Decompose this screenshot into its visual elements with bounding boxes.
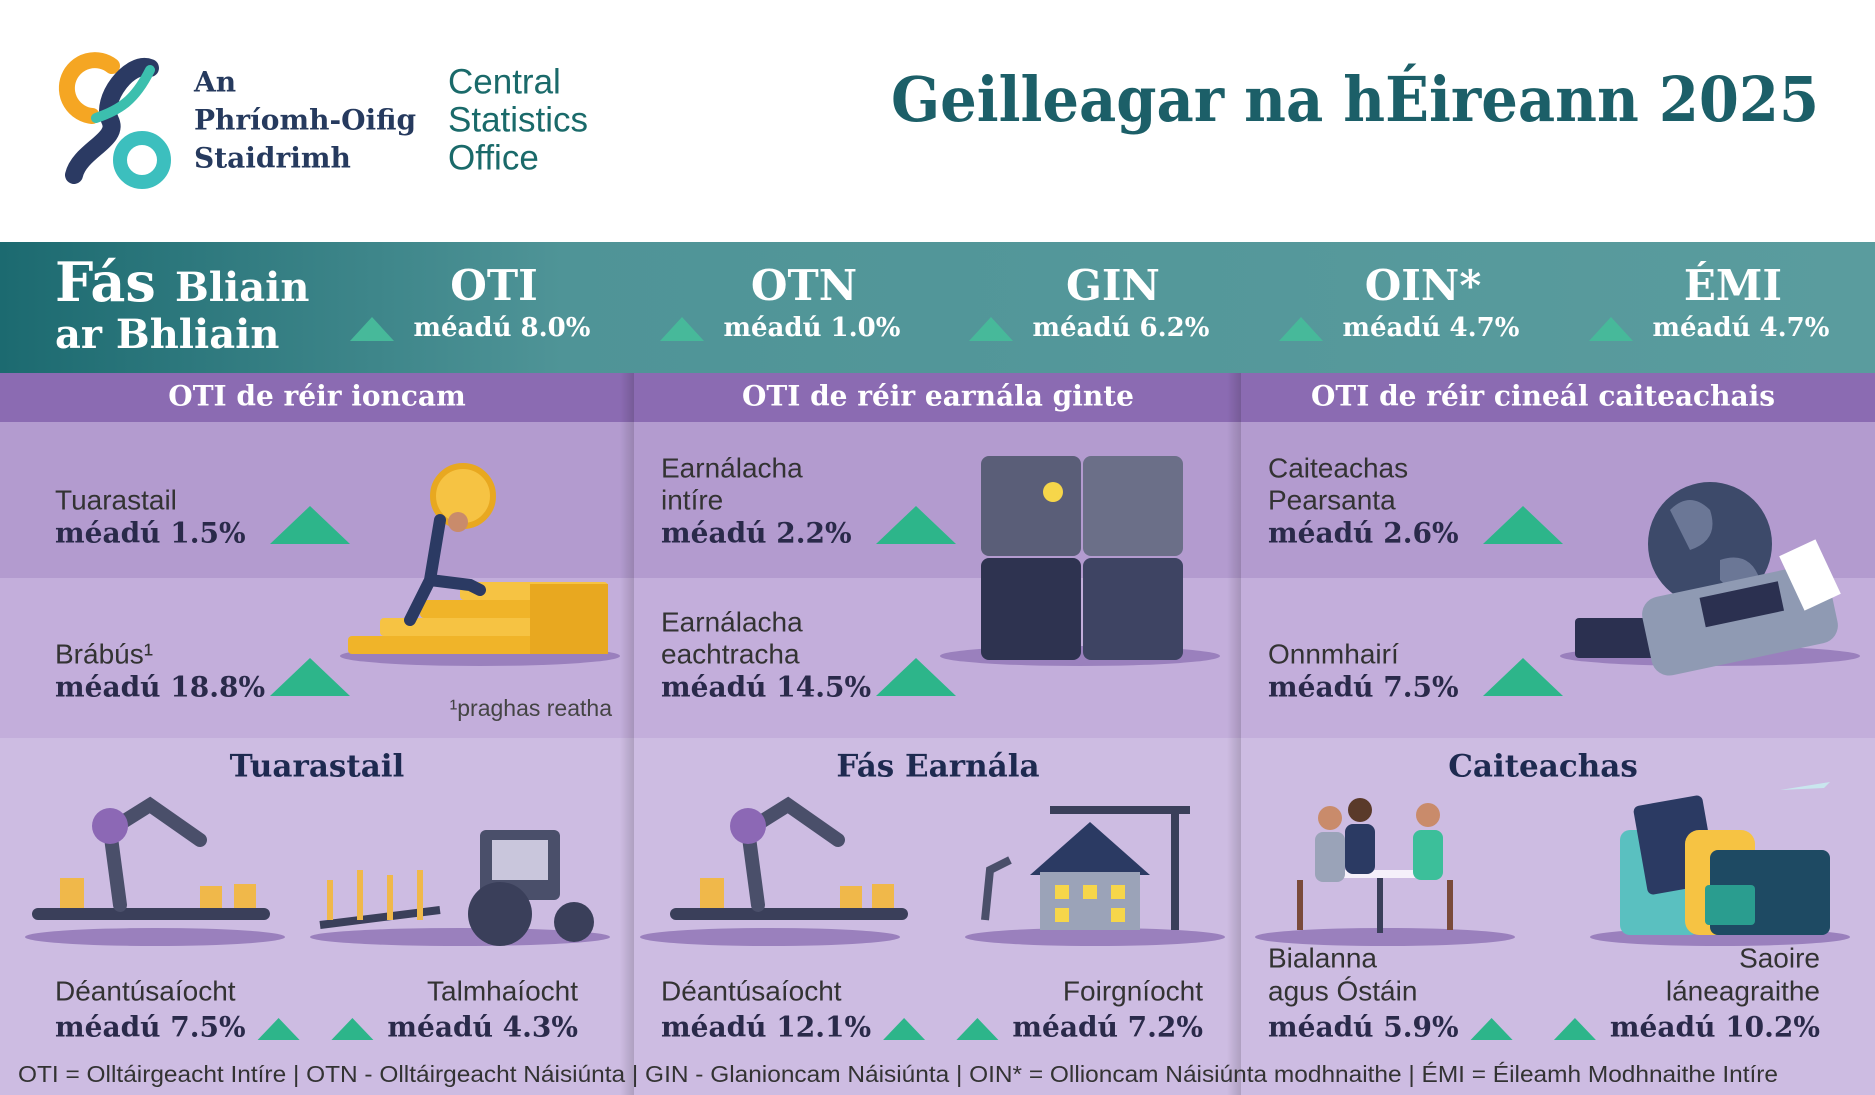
- item-label: Saoire: [1739, 942, 1820, 973]
- indicator-change: méadú 6.2%: [1033, 313, 1210, 343]
- illustration-factory: [25, 796, 285, 946]
- item-change: méadú 4.3%: [387, 1011, 578, 1044]
- up-arrow: [1483, 658, 1563, 696]
- panel-title: OTI de réir ioncam: [168, 380, 465, 413]
- logo-english: Central: [448, 62, 561, 101]
- item-label: Brábús¹: [55, 638, 153, 669]
- item-change: méadú 10.2%: [1610, 1011, 1820, 1044]
- logo-english: Office: [448, 138, 539, 177]
- growth-label: Fás: [55, 250, 156, 314]
- up-arrow: [876, 658, 956, 696]
- title: Geilleagar na hÉireann 2025: [891, 63, 1819, 136]
- note: ¹praghas reatha: [450, 695, 613, 721]
- indicator-change: méadú 4.7%: [1653, 313, 1830, 343]
- up-arrow: [876, 506, 956, 544]
- subtitle: Caiteachas: [1448, 749, 1638, 785]
- item-label: Pearsanta: [1268, 484, 1396, 515]
- row-bg: [0, 422, 1875, 578]
- item-change: méadú 7.5%: [1268, 671, 1459, 704]
- item-label: Foirgníocht: [1063, 975, 1203, 1006]
- item-change: méadú 12.1%: [661, 1011, 871, 1044]
- panel-header-band: [0, 373, 1875, 422]
- item-change: méadú 5.9%: [1268, 1011, 1459, 1044]
- indicator-change: méadú 1.0%: [724, 313, 901, 343]
- divider: [1227, 373, 1241, 1095]
- indicator-name: OTN: [751, 261, 857, 310]
- up-arrow: [660, 317, 704, 341]
- up-arrow: [1553, 1018, 1596, 1040]
- divider: [620, 373, 634, 1095]
- indicator-change: méadú 4.7%: [1343, 313, 1520, 343]
- indicator-name: ÉMI: [1684, 260, 1782, 310]
- item-change: méadú 14.5%: [661, 671, 871, 704]
- subtitle: Fás Earnála: [836, 749, 1039, 785]
- logo: [58, 52, 171, 189]
- item-label: láneagraithe: [1666, 975, 1820, 1006]
- logo-irish: Staidrimh: [194, 142, 351, 175]
- growth-label: ar Bhliain: [55, 311, 279, 358]
- up-arrow: [350, 317, 394, 341]
- item-label: Onnmhairí: [1268, 638, 1399, 669]
- item-label: Tuarastail: [55, 484, 177, 515]
- item-change: méadú 2.2%: [661, 517, 852, 550]
- item-label: Earnálacha: [661, 452, 803, 483]
- row-bg: [0, 578, 1875, 738]
- up-arrow: [331, 1018, 374, 1040]
- up-arrow: [270, 506, 350, 544]
- item-change: méadú 2.6%: [1268, 517, 1459, 550]
- up-arrow: [1589, 317, 1633, 341]
- indicator-name: GIN: [1066, 261, 1160, 310]
- header-bg: [0, 0, 1875, 242]
- illustration-puzzle: [940, 456, 1220, 666]
- up-arrow: [257, 1018, 300, 1040]
- item-label: Déantúsaíocht: [55, 975, 236, 1006]
- up-arrow: [969, 317, 1013, 341]
- illustration-factory: [640, 796, 908, 946]
- item-change: méadú 1.5%: [55, 517, 246, 550]
- illustration-coins: [340, 463, 620, 666]
- illustration-restaurant: [1255, 798, 1515, 946]
- indicator-change: méadú 8.0%: [414, 313, 591, 343]
- indicator-name: OTI: [450, 261, 538, 310]
- growth-label: Bliain: [175, 264, 309, 311]
- item-change: méadú 7.2%: [1012, 1011, 1203, 1044]
- up-arrow: [1483, 506, 1563, 544]
- logo-irish: Phríomh-Oifig: [194, 104, 416, 137]
- item-label: Talmhaíocht: [427, 975, 578, 1006]
- item-label: intíre: [661, 484, 723, 515]
- up-arrow: [1279, 317, 1323, 341]
- panel-title: OTI de réir earnála ginte: [742, 380, 1134, 413]
- up-arrow: [883, 1018, 926, 1040]
- item-label: Bialanna: [1268, 942, 1377, 973]
- up-arrow: [270, 658, 350, 696]
- logo-irish: An: [193, 66, 236, 99]
- footer: OTI = Olltáirgeacht Intíre | OTN - Olltá…: [18, 1061, 1778, 1087]
- subtitle: Tuarastail: [230, 749, 405, 785]
- illustration-tractor: [310, 830, 610, 946]
- item-change: méadú 7.5%: [55, 1011, 246, 1044]
- item-label: eachtracha: [661, 638, 800, 669]
- item-change: méadú 18.8%: [55, 671, 265, 704]
- up-arrow: [956, 1018, 999, 1040]
- up-arrow: [1470, 1018, 1513, 1040]
- illustration-payment: [1560, 482, 1860, 676]
- item-label: Déantúsaíocht: [661, 975, 842, 1006]
- item-label: agus Óstáin: [1268, 975, 1417, 1006]
- item-label: Caiteachas: [1268, 452, 1408, 483]
- item-label: Earnálacha: [661, 606, 803, 637]
- illustration-house: [965, 806, 1225, 946]
- growth-band: [0, 242, 1875, 373]
- logo-english: Statistics: [448, 100, 588, 139]
- illustration-luggage: [1590, 782, 1850, 946]
- panel-title: OTI de réir cineál caiteachais: [1311, 380, 1775, 413]
- indicator-name: OIN*: [1365, 261, 1482, 310]
